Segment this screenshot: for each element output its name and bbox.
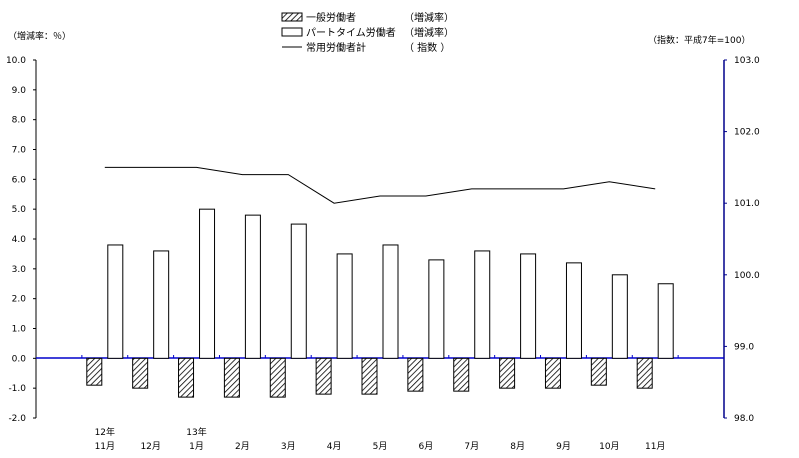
right-tick-label: 102.0 bbox=[734, 128, 760, 138]
bar-parttime bbox=[382, 244, 399, 359]
bar-parttime bbox=[611, 274, 628, 359]
right-tick-label: 99.0 bbox=[734, 342, 754, 352]
bar-general bbox=[636, 357, 653, 389]
bar-parttime bbox=[290, 223, 307, 359]
x-month-label: 10月 bbox=[599, 441, 619, 452]
bar-general bbox=[178, 357, 195, 398]
bar-general bbox=[361, 357, 378, 395]
bar-general bbox=[269, 357, 286, 398]
bar-parttime bbox=[199, 208, 216, 359]
x-month-label: 4月 bbox=[327, 441, 342, 452]
x-month-label: 1月 bbox=[189, 441, 204, 452]
left-tick-label: 5.0 bbox=[12, 205, 27, 215]
x-month-label: 7月 bbox=[464, 441, 479, 452]
left-tick-label: 10.0 bbox=[6, 56, 26, 66]
legend: 一般労働者 （増減率） パートタイム労働者 （増減率） 常用労働者計 （ 指数 … bbox=[281, 11, 454, 54]
bar-parttime bbox=[244, 214, 261, 359]
bar-general bbox=[590, 357, 607, 386]
left-tick-label: 4.0 bbox=[12, 235, 27, 245]
legend-label-total: 常用労働者計 bbox=[306, 41, 366, 54]
left-axis-ticks: 10.0 9.0 8.0 7.0 6.0 5.0 4.0 3.0 2.0 1.0 0.0 -1.0 -2… bbox=[6, 56, 36, 424]
bar-parttime bbox=[520, 253, 537, 359]
right-tick-label: 100.0 bbox=[734, 271, 760, 281]
right-tick-label: 103.0 bbox=[734, 56, 760, 66]
left-tick-label: -2.0 bbox=[8, 414, 26, 424]
bar-parttime bbox=[428, 259, 445, 359]
x-month-label: 9月 bbox=[556, 441, 571, 452]
x-month-label: 8月 bbox=[510, 441, 525, 452]
x-month-label: 6月 bbox=[418, 441, 433, 452]
x-month-label: 11月 bbox=[645, 441, 665, 452]
legend-swatch-general bbox=[281, 12, 303, 22]
bar-parttime bbox=[657, 283, 674, 359]
bar-general bbox=[86, 357, 103, 386]
bar-general bbox=[132, 357, 149, 389]
bar-parttime bbox=[107, 244, 124, 359]
legend-unit-general: （増減率） bbox=[404, 11, 454, 24]
right-axis-ticks: 103.0 102.0 101.0 100.0 99.0 98.0 bbox=[724, 56, 760, 424]
bar-general bbox=[499, 357, 516, 389]
left-tick-label: 1.0 bbox=[12, 325, 27, 335]
legend-label-parttime: パートタイム労働者 bbox=[306, 26, 396, 39]
x-month-label: 12月 bbox=[140, 441, 160, 452]
x-axis-labels: 12年 11月 12月 13年 1月 2月 3月 4月 5月 6月 7月 8月 9月 10月 11月 bbox=[81, 355, 679, 452]
left-tick-label: 2.0 bbox=[12, 295, 27, 305]
left-tick-label: -1.0 bbox=[8, 384, 26, 394]
left-tick-label: 7.0 bbox=[12, 146, 27, 156]
legend-unit-total: （ 指数 ） bbox=[404, 41, 450, 54]
x-month-label: 2月 bbox=[235, 441, 250, 452]
right-tick-label: 98.0 bbox=[734, 414, 754, 424]
line-total-workers bbox=[104, 166, 656, 204]
legend-label-general: 一般労働者 bbox=[306, 11, 356, 24]
left-tick-label: 0.0 bbox=[12, 354, 27, 364]
bar-general bbox=[544, 357, 561, 389]
x-month-label: 5月 bbox=[373, 441, 388, 452]
right-axis-unit: （指数：平成7年=100） bbox=[648, 34, 750, 46]
left-tick-label: 9.0 bbox=[12, 86, 27, 96]
x-year-label: 13年 bbox=[186, 426, 206, 438]
x-month-label: 11月 bbox=[95, 441, 115, 452]
bar-parttime bbox=[565, 262, 582, 359]
left-tick-label: 8.0 bbox=[12, 116, 27, 126]
legend-swatch-parttime bbox=[281, 27, 303, 37]
right-tick-label: 101.0 bbox=[734, 199, 760, 209]
bar-parttime bbox=[153, 250, 170, 359]
left-tick-label: 3.0 bbox=[12, 265, 27, 275]
bars-general-workers bbox=[86, 357, 653, 398]
bar-general bbox=[407, 357, 424, 392]
bar-parttime bbox=[474, 250, 491, 359]
x-month-label: 3月 bbox=[281, 441, 296, 452]
bar-general bbox=[223, 357, 240, 398]
bar-general bbox=[453, 357, 470, 392]
bar-general bbox=[315, 357, 332, 395]
bar-parttime bbox=[336, 253, 353, 359]
x-year-label: 12年 bbox=[95, 426, 115, 438]
legend-unit-parttime: （増減率） bbox=[404, 26, 454, 39]
left-tick-label: 6.0 bbox=[12, 175, 27, 185]
bars-parttime-workers bbox=[107, 208, 674, 359]
left-axis-unit: （増減率：％） bbox=[8, 30, 71, 42]
